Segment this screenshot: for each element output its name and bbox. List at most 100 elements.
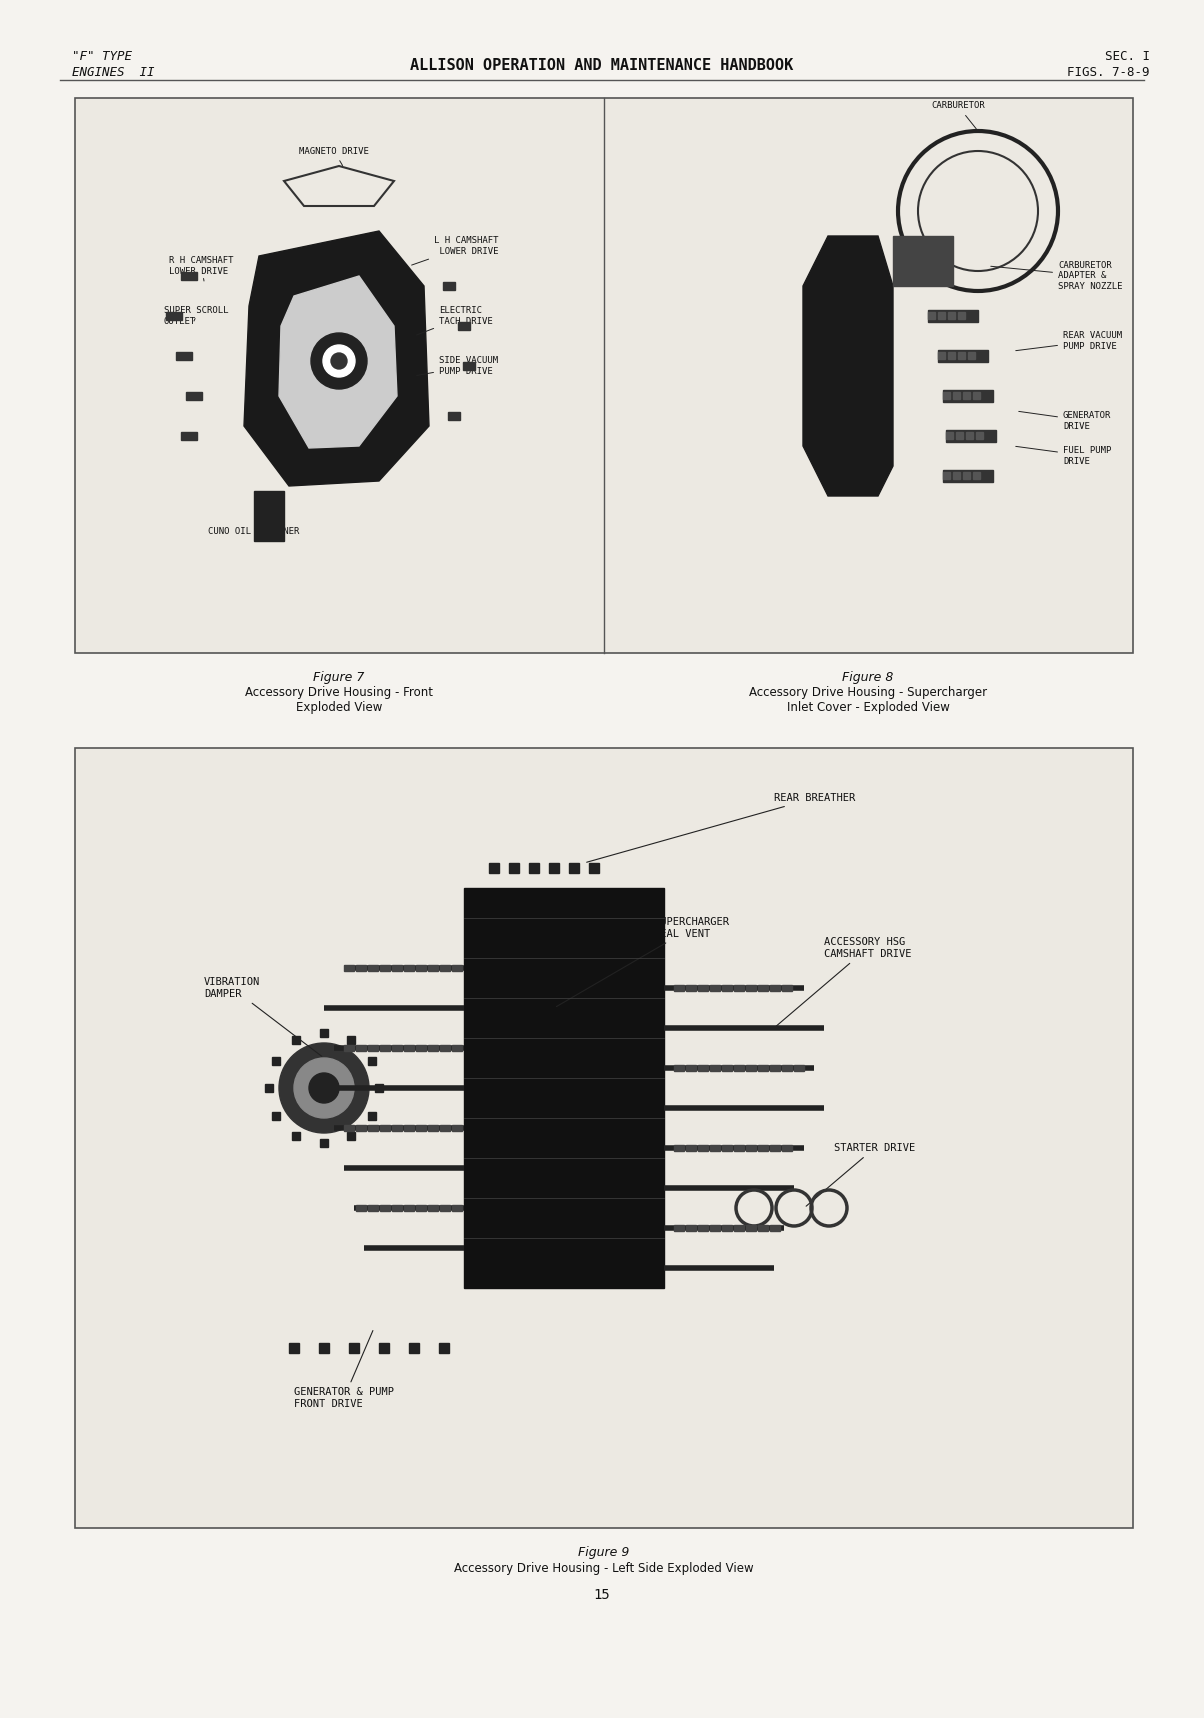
- Text: L H CAMSHAFT
 LOWER DRIVE: L H CAMSHAFT LOWER DRIVE: [412, 237, 498, 265]
- Bar: [746, 1065, 756, 1070]
- Text: FIGS. 7-8-9: FIGS. 7-8-9: [1068, 65, 1150, 79]
- Bar: [943, 472, 950, 479]
- Bar: [265, 1084, 273, 1093]
- Text: FUEL PUMP
DRIVE: FUEL PUMP DRIVE: [1016, 447, 1111, 466]
- Bar: [368, 1204, 378, 1211]
- Text: CARBURETOR
ADAPTER &
SPRAY NOZZLE: CARBURETOR ADAPTER & SPRAY NOZZLE: [991, 261, 1122, 290]
- Text: Accessory Drive Housing - Left Side Exploded View: Accessory Drive Housing - Left Side Expl…: [454, 1562, 754, 1575]
- Bar: [356, 1125, 366, 1130]
- Text: Inlet Cover - Exploded View: Inlet Cover - Exploded View: [786, 701, 950, 715]
- Bar: [320, 1029, 327, 1038]
- Bar: [946, 430, 996, 442]
- Bar: [746, 984, 756, 991]
- Text: 15: 15: [594, 1587, 610, 1601]
- Circle shape: [311, 333, 367, 388]
- Bar: [380, 1045, 390, 1051]
- Bar: [686, 1144, 696, 1151]
- Bar: [674, 1144, 684, 1151]
- Bar: [374, 1084, 383, 1093]
- Bar: [954, 472, 960, 479]
- Bar: [783, 1065, 792, 1070]
- Bar: [698, 1065, 708, 1070]
- Bar: [405, 966, 414, 971]
- Bar: [417, 1045, 426, 1051]
- Bar: [443, 282, 455, 290]
- Text: REAR VACUUM
PUMP DRIVE: REAR VACUUM PUMP DRIVE: [1016, 332, 1122, 350]
- Bar: [289, 1343, 299, 1354]
- Text: CUNO OIL STRAINER: CUNO OIL STRAINER: [207, 522, 299, 536]
- Bar: [710, 984, 720, 991]
- Bar: [439, 966, 450, 971]
- Bar: [722, 1144, 732, 1151]
- Bar: [973, 472, 980, 479]
- Bar: [452, 966, 462, 971]
- Bar: [973, 392, 980, 399]
- Bar: [963, 392, 970, 399]
- Bar: [793, 1065, 804, 1070]
- Bar: [356, 966, 366, 971]
- Bar: [893, 235, 954, 285]
- Text: CARBURETOR: CARBURETOR: [931, 101, 985, 129]
- Bar: [75, 747, 1133, 1527]
- Bar: [734, 1225, 744, 1232]
- Bar: [405, 1204, 414, 1211]
- Bar: [489, 862, 498, 873]
- Polygon shape: [279, 277, 397, 448]
- Bar: [393, 1204, 402, 1211]
- Bar: [759, 1065, 768, 1070]
- Bar: [783, 1144, 792, 1151]
- Bar: [948, 352, 955, 359]
- Bar: [344, 1125, 354, 1130]
- Bar: [710, 1225, 720, 1232]
- Bar: [771, 1065, 780, 1070]
- Bar: [464, 362, 476, 369]
- Bar: [293, 1036, 301, 1045]
- Bar: [549, 862, 559, 873]
- Bar: [379, 1343, 389, 1354]
- Bar: [938, 350, 988, 362]
- Bar: [943, 471, 993, 483]
- Text: Figure 9: Figure 9: [578, 1546, 630, 1558]
- Bar: [771, 1225, 780, 1232]
- Bar: [368, 1045, 378, 1051]
- Bar: [509, 862, 519, 873]
- Bar: [734, 984, 744, 991]
- Bar: [427, 1045, 438, 1051]
- Bar: [356, 1204, 366, 1211]
- Text: ACCESSORY HSG
CAMSHAFT DRIVE: ACCESSORY HSG CAMSHAFT DRIVE: [777, 938, 911, 1026]
- Text: SUPERCHARGER
SEAL VENT: SUPERCHARGER SEAL VENT: [556, 917, 728, 1007]
- Bar: [452, 1204, 462, 1211]
- Text: VIBRATION
DAMPER: VIBRATION DAMPER: [203, 978, 321, 1057]
- Bar: [698, 1225, 708, 1232]
- Bar: [722, 984, 732, 991]
- Bar: [686, 1225, 696, 1232]
- Bar: [427, 1204, 438, 1211]
- Bar: [185, 392, 202, 400]
- Bar: [380, 966, 390, 971]
- Text: Exploded View: Exploded View: [296, 701, 382, 715]
- Bar: [272, 1057, 281, 1065]
- Bar: [166, 313, 182, 320]
- Bar: [722, 1225, 732, 1232]
- Bar: [943, 392, 950, 399]
- Bar: [956, 431, 963, 440]
- Bar: [380, 1125, 390, 1130]
- Bar: [946, 431, 954, 440]
- Bar: [569, 862, 579, 873]
- Bar: [427, 1125, 438, 1130]
- Bar: [954, 392, 960, 399]
- Bar: [674, 1065, 684, 1070]
- Bar: [417, 1125, 426, 1130]
- Bar: [368, 966, 378, 971]
- Bar: [746, 1144, 756, 1151]
- Bar: [380, 1204, 390, 1211]
- Text: SIDE VACUUM
PUMP DRIVE: SIDE VACUUM PUMP DRIVE: [417, 356, 498, 376]
- Bar: [393, 966, 402, 971]
- Text: ALLISON OPERATION AND MAINTENANCE HANDBOOK: ALLISON OPERATION AND MAINTENANCE HANDBO…: [411, 58, 793, 72]
- Circle shape: [309, 1074, 340, 1103]
- Bar: [181, 271, 197, 280]
- Bar: [439, 1045, 450, 1051]
- Bar: [439, 1125, 450, 1130]
- Bar: [348, 1036, 355, 1045]
- Bar: [938, 352, 945, 359]
